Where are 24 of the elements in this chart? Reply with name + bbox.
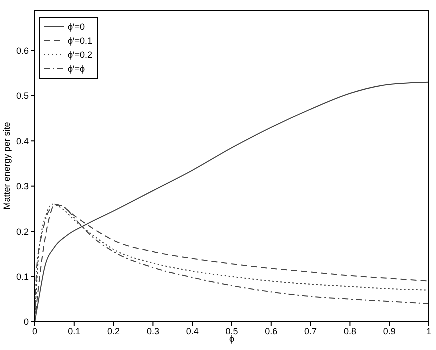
y-axis-title: Matter energy per site <box>2 122 12 210</box>
y-tick-label: 0.1 <box>16 272 29 282</box>
y-tick-label: 0.4 <box>16 136 29 146</box>
x-tick-label: 0.8 <box>344 326 356 336</box>
x-tick-label: 0.3 <box>146 326 160 336</box>
legend-label: ϕ′=ϕ <box>68 64 86 74</box>
y-tick-label: 0 <box>24 317 29 328</box>
y-tick-label: 0.6 <box>16 46 29 56</box>
legend-label: ϕ′=0 <box>68 22 85 32</box>
x-tick-label: 0.5 <box>226 326 238 336</box>
x-axis-title: ϕ <box>229 334 235 344</box>
x-tick-label: 0.7 <box>304 326 318 336</box>
legend-label: ϕ′=0.1 <box>68 36 92 46</box>
y-tick-label: 0.3 <box>16 182 29 192</box>
y-tick-label: 0.2 <box>16 226 29 237</box>
x-tick-label: 1 <box>426 326 432 336</box>
x-tick-label: 0.1 <box>68 326 81 336</box>
x-tick-label: 0.4 <box>186 326 199 336</box>
x-tick-label: 0 <box>32 326 38 336</box>
x-tick-label: 0.9 <box>383 326 396 336</box>
legend-label: ϕ′=0.2 <box>68 50 92 60</box>
y-tick-label: 0.5 <box>16 91 29 102</box>
x-tick-label: 0.2 <box>108 326 120 336</box>
x-tick-label: 0.6 <box>265 326 278 336</box>
